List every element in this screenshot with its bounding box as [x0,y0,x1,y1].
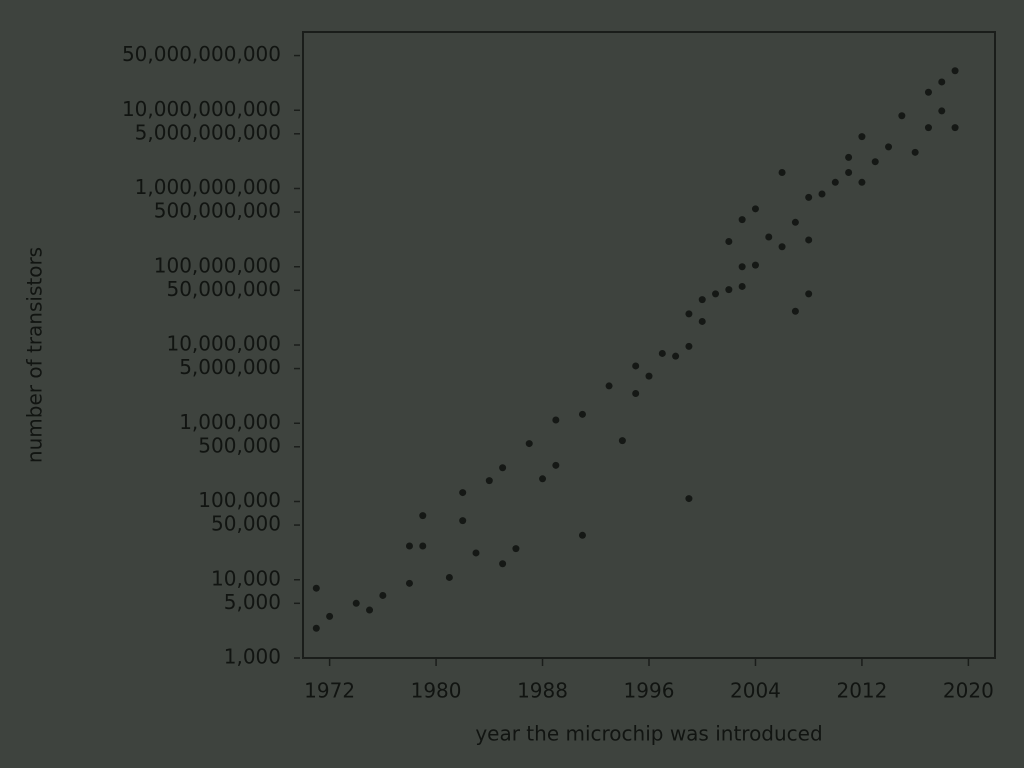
data-point [898,112,906,120]
data-point [738,263,746,271]
data-point [419,512,427,520]
data-point [831,178,839,186]
y-tick-label: 5,000,000 [179,355,281,379]
data-point [352,599,360,607]
x-tick-label: 1996 [624,679,675,703]
data-point [326,612,334,620]
data-point [459,517,467,525]
data-point [778,169,786,177]
data-point [645,372,653,380]
data-point [712,290,720,298]
x-tick-label: 2004 [730,679,781,703]
plot-frame [302,31,996,659]
data-point [499,464,507,472]
y-tick-label: 1,000,000 [179,410,281,434]
data-point [725,286,733,294]
data-point [791,218,799,226]
data-point [818,190,826,198]
x-tick-label: 2020 [943,679,994,703]
data-point [951,124,959,132]
data-point [658,349,666,357]
x-tick-label: 1980 [411,679,462,703]
data-point [791,307,799,315]
data-point [379,591,387,599]
data-point [618,437,626,445]
data-point [312,624,320,632]
data-point [845,169,853,177]
data-point [366,606,374,614]
y-tick-label: 1,000,000,000 [135,175,281,199]
data-point [632,389,640,397]
data-point [858,133,866,141]
data-point [605,382,613,390]
data-point [938,78,946,86]
x-axis-label: year the microchip was introduced [475,722,822,746]
data-point [405,579,413,587]
data-point [685,310,693,318]
y-tick-label: 500,000 [198,433,281,457]
data-point [419,542,427,550]
data-point [632,362,640,370]
data-point [578,531,586,539]
y-tick-label: 100,000,000 [154,253,281,277]
y-tick-label: 1,000 [224,645,281,669]
data-point [924,88,932,96]
data-point [805,193,813,201]
data-point [751,205,759,213]
data-point [525,440,533,448]
data-point [552,461,560,469]
data-point [845,153,853,161]
y-tick-label: 10,000,000 [166,332,281,356]
data-point [938,107,946,115]
data-point [738,216,746,224]
data-point [698,317,706,325]
y-tick-label: 10,000,000,000 [122,97,281,121]
y-tick-label: 50,000,000,000 [122,42,281,66]
y-tick-label: 50,000,000 [166,277,281,301]
data-point [472,549,480,557]
data-point [499,560,507,568]
data-point [778,243,786,251]
y-tick-label: 10,000 [211,566,281,590]
data-point [405,542,413,550]
data-point [698,296,706,304]
data-point [805,290,813,298]
data-point [685,495,693,503]
data-point [885,143,893,151]
data-point [485,477,493,485]
data-point [951,67,959,75]
x-tick-label: 1988 [517,679,568,703]
data-point [459,489,467,497]
data-point [685,342,693,350]
y-tick-label: 5,000,000,000 [135,120,281,144]
data-point [765,233,773,241]
data-point [552,416,560,424]
data-point [445,573,453,581]
data-point [738,282,746,290]
data-point [672,352,680,360]
data-point [512,545,520,553]
y-tick-label: 5,000 [224,590,281,614]
y-tick-label: 500,000,000 [154,199,281,223]
data-point [725,238,733,246]
data-point [911,148,919,156]
data-point [871,158,879,166]
data-point [924,124,932,132]
data-point [539,475,547,483]
data-point [858,178,866,186]
data-point [805,236,813,244]
y-tick-label: 100,000 [198,488,281,512]
data-point [312,584,320,592]
x-tick-label: 1972 [304,679,355,703]
data-point [751,261,759,269]
y-tick-label: 50,000 [211,512,281,536]
x-tick-label: 2012 [836,679,887,703]
data-point [578,410,586,418]
y-axis-label: number of transistors [23,247,47,463]
